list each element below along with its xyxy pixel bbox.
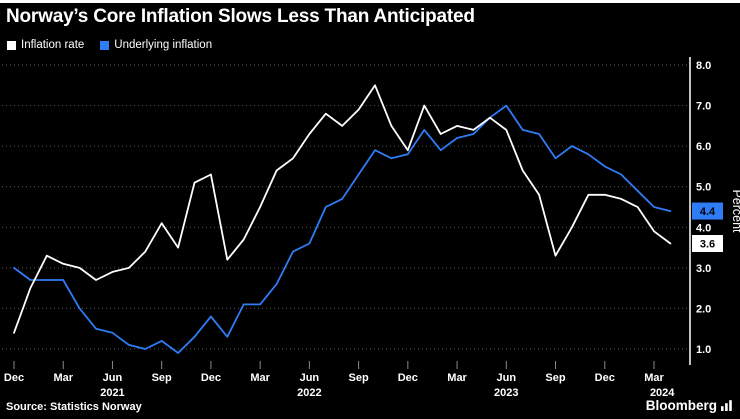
x-axis-tick-label: Mar: [644, 372, 664, 384]
x-axis-tick-label: Dec: [595, 372, 615, 384]
bloomberg-wordmark: Bloomberg: [645, 398, 717, 413]
legend-item-underlying-inflation: Underlying inflation: [100, 39, 212, 51]
x-axis-year-label: 2024: [650, 387, 675, 399]
bloomberg-mark-icon: [721, 400, 732, 411]
x-axis-tick-label: Mar: [250, 372, 270, 384]
x-axis-tick-label: Jun: [103, 372, 123, 384]
chart-title: Norway’s Core Inflation Slows Less Than …: [6, 6, 475, 27]
legend-label-underlying-inflation: Underlying inflation: [114, 39, 213, 51]
x-axis-year-label: 2022: [297, 387, 321, 399]
legend-swatch-white: [7, 40, 16, 50]
end-value-badge: [692, 235, 723, 253]
y-axis-tick-label: 1.0: [696, 344, 711, 356]
y-axis-tick-label: 3.0: [696, 263, 711, 275]
end-value-badge: [692, 202, 723, 220]
y-axis-tick-label: 5.0: [696, 182, 711, 194]
line-chart: 1.0 2.0 3.0 4.0 5.0 6.0 7.0 8.0 Percent Dec Mar Jun…: [2, 57, 740, 399]
x-axis-tick-label: Sep: [349, 372, 369, 384]
x-axis-tick-label: Mar: [447, 372, 467, 384]
x-axis-tick-label: Dec: [4, 372, 24, 384]
x-axis-tick-label: Sep: [152, 372, 172, 384]
series-line-underlying-inflation: [13, 104, 672, 354]
legend-label-inflation-rate: Inflation rate: [21, 39, 85, 51]
x-axis-tick-label: Sep: [545, 372, 565, 384]
chart-legend: Inflation rate Underlying inflation: [7, 39, 212, 51]
y-axis-tick-label: 2.0: [696, 303, 711, 315]
x-axis-tick-label: Jun: [300, 372, 320, 384]
x-axis-tick-label: Mar: [53, 372, 73, 384]
y-axis-tick-label: 4.0: [696, 222, 711, 234]
x-axis-tick-label: Dec: [201, 372, 221, 384]
x-axis-year-label: 2021: [100, 387, 124, 399]
legend-item-inflation-rate: Inflation rate: [7, 39, 84, 51]
x-axis-tick-label: Jun: [497, 372, 517, 384]
x-axis-tick-label: Dec: [398, 372, 418, 384]
x-axis-year-label: 2023: [494, 387, 518, 399]
end-value-label: 3.6: [700, 239, 715, 251]
y-axis-title: Percent: [730, 189, 740, 233]
end-value-label: 4.4: [700, 206, 716, 218]
y-axis-tick-label: 6.0: [696, 141, 711, 153]
legend-swatch-blue: [100, 40, 110, 50]
bloomberg-logo: Bloomberg: [646, 398, 732, 413]
y-axis-tick-label: 7.0: [696, 101, 711, 113]
y-axis-tick-label: 8.0: [696, 60, 711, 72]
source-note: Source: Statistics Norway: [6, 401, 142, 413]
series-line-inflation-rate: [13, 84, 672, 334]
